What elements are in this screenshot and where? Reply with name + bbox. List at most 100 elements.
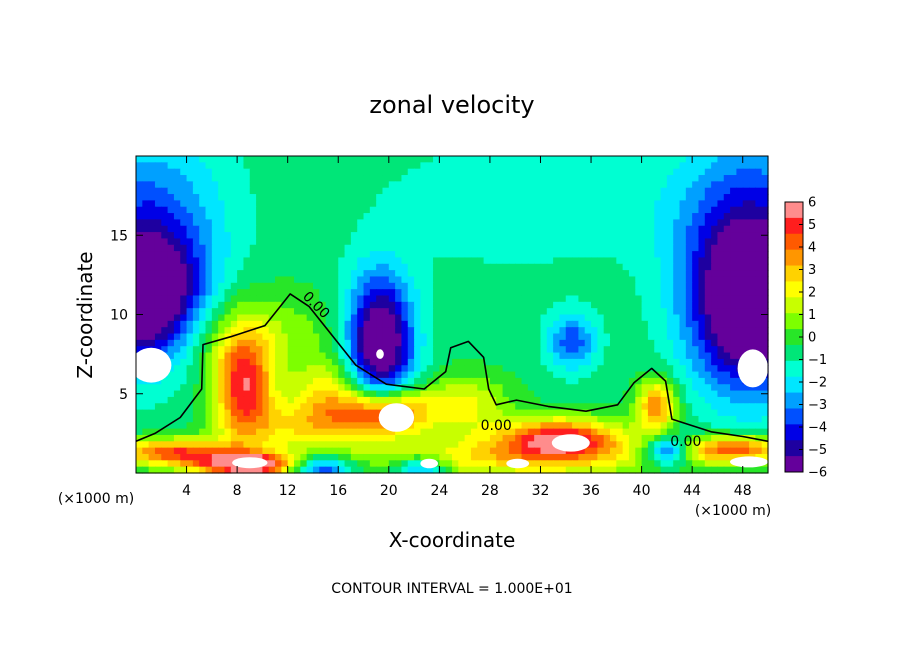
field-cell bbox=[704, 396, 712, 404]
field-cell bbox=[546, 460, 554, 468]
field-cell bbox=[483, 276, 491, 284]
field-cell bbox=[369, 232, 377, 240]
field-cell bbox=[730, 200, 737, 208]
field-cell bbox=[616, 327, 624, 335]
field-cell bbox=[723, 453, 731, 461]
field-cell bbox=[673, 200, 681, 208]
field-cell bbox=[433, 428, 440, 436]
field-cell bbox=[704, 206, 712, 214]
field-cell bbox=[433, 219, 440, 227]
field-cell bbox=[654, 194, 662, 201]
field-cell bbox=[287, 339, 295, 347]
field-cell bbox=[616, 428, 624, 436]
field-cell bbox=[180, 396, 188, 404]
field-cell bbox=[249, 409, 257, 417]
field-cell bbox=[161, 441, 169, 449]
field-cell bbox=[414, 339, 421, 347]
field-cell bbox=[300, 365, 308, 373]
field-cell bbox=[211, 396, 219, 404]
field-cell bbox=[736, 225, 744, 233]
field-cell bbox=[515, 453, 523, 461]
field-cell bbox=[584, 422, 592, 430]
field-cell bbox=[546, 251, 554, 259]
field-cell bbox=[211, 244, 219, 252]
field-cell bbox=[660, 181, 668, 189]
field-cell bbox=[369, 156, 377, 163]
field-cell bbox=[331, 447, 339, 455]
field-cell bbox=[199, 453, 207, 461]
field-cell bbox=[616, 251, 624, 259]
field-cell bbox=[180, 447, 188, 455]
field-cell bbox=[306, 396, 314, 404]
field-cell bbox=[180, 384, 188, 392]
field-cell bbox=[553, 428, 561, 436]
field-cell bbox=[761, 257, 769, 265]
field-cell bbox=[508, 466, 516, 474]
field-cell bbox=[167, 200, 175, 208]
field-cell bbox=[546, 200, 554, 208]
field-cell bbox=[205, 358, 213, 366]
field-cell bbox=[666, 301, 674, 309]
field-cell bbox=[628, 206, 636, 214]
field-cell bbox=[597, 358, 605, 366]
field-cell bbox=[698, 301, 706, 309]
field-cell bbox=[243, 466, 251, 474]
field-cell bbox=[142, 441, 150, 449]
field-cell bbox=[420, 453, 428, 461]
field-cell bbox=[673, 453, 681, 461]
field-cell bbox=[331, 409, 339, 417]
field-cell bbox=[426, 409, 434, 417]
field-cell bbox=[597, 339, 605, 347]
field-cell bbox=[452, 156, 459, 163]
field-cell bbox=[262, 181, 270, 189]
field-cell bbox=[515, 466, 523, 474]
field-cell bbox=[186, 213, 194, 220]
field-cell bbox=[414, 257, 421, 265]
field-cell bbox=[350, 187, 358, 195]
field-cell bbox=[294, 301, 301, 309]
field-cell bbox=[376, 460, 384, 468]
field-cell bbox=[603, 181, 611, 189]
field-cell bbox=[306, 365, 314, 373]
field-cell bbox=[338, 422, 346, 430]
field-cell bbox=[136, 295, 143, 303]
field-cell bbox=[698, 308, 706, 316]
field-cell bbox=[559, 181, 567, 189]
field-cell bbox=[458, 333, 466, 341]
field-cell bbox=[452, 162, 459, 170]
field-cell bbox=[262, 238, 270, 246]
field-cell bbox=[641, 384, 649, 392]
field-cell bbox=[515, 327, 523, 335]
field-cell bbox=[685, 466, 693, 474]
field-cell bbox=[527, 434, 535, 442]
field-cell bbox=[357, 257, 365, 265]
field-cell bbox=[312, 168, 320, 176]
field-cell bbox=[312, 251, 320, 259]
field-cell bbox=[559, 232, 567, 240]
field-cell bbox=[433, 276, 440, 284]
field-cell bbox=[331, 301, 339, 309]
field-cell bbox=[679, 422, 687, 430]
field-cell bbox=[167, 453, 175, 461]
field-cell bbox=[534, 219, 542, 227]
field-cell bbox=[388, 460, 396, 468]
field-cell bbox=[230, 384, 238, 392]
field-cell bbox=[395, 453, 403, 461]
field-cell bbox=[180, 232, 188, 240]
field-cell bbox=[603, 263, 611, 271]
field-cell bbox=[350, 301, 358, 309]
field-cell bbox=[749, 314, 756, 322]
field-cell bbox=[559, 447, 567, 455]
field-cell bbox=[540, 422, 548, 430]
field-cell bbox=[452, 295, 459, 303]
field-cell bbox=[281, 295, 289, 303]
field-cell bbox=[230, 403, 238, 411]
field-cell bbox=[401, 466, 409, 474]
field-cell bbox=[527, 365, 535, 373]
field-cell bbox=[553, 346, 561, 354]
field-cell bbox=[546, 219, 554, 227]
field-cell bbox=[414, 232, 421, 240]
field-cell bbox=[331, 339, 339, 347]
field-cell bbox=[502, 346, 510, 354]
field-cell bbox=[572, 358, 579, 366]
